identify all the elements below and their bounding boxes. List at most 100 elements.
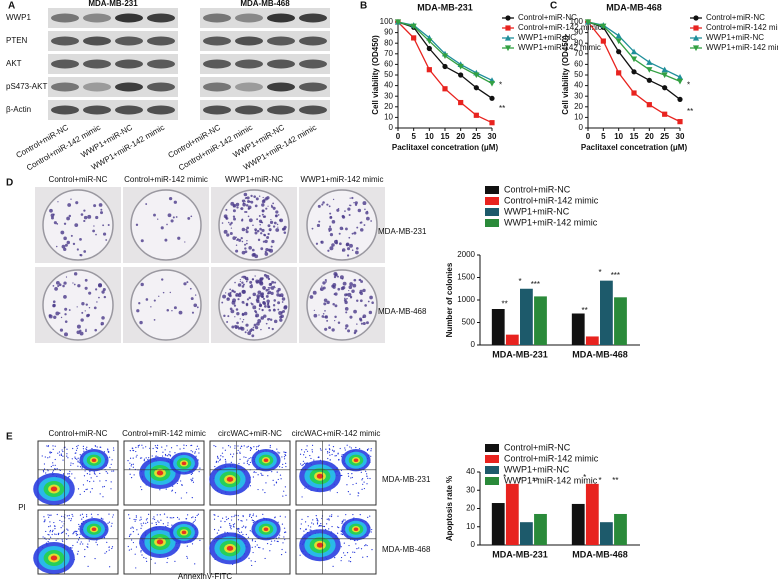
flow-dot [341, 454, 343, 456]
flow-dot [152, 518, 154, 520]
flow-dot [348, 544, 350, 547]
colony [222, 294, 227, 299]
colony [65, 276, 68, 278]
flow-dot [61, 539, 63, 541]
colony [281, 301, 284, 303]
flow-dot [231, 516, 233, 518]
flow-dot [190, 473, 192, 475]
colony [246, 298, 250, 301]
flow-dot [135, 456, 137, 458]
flow-dot [161, 446, 163, 448]
flow-dot [361, 488, 363, 491]
flow-dot [142, 447, 144, 449]
flow-dot [370, 448, 372, 450]
flow-dot [52, 445, 54, 447]
y-tick-label: 20 [574, 102, 583, 111]
flow-dot [269, 446, 271, 448]
colony [248, 246, 252, 250]
flow-dot [135, 519, 137, 521]
flow-dot [230, 519, 233, 521]
flow-dot [346, 552, 349, 554]
bar [585, 483, 599, 545]
flow-dot [366, 556, 368, 558]
flow-dot [245, 526, 247, 528]
flow-dot [131, 526, 133, 528]
flow-dot [282, 495, 284, 497]
flow-dot [171, 524, 173, 526]
flow-dot [225, 516, 227, 518]
flow-dot [171, 489, 174, 491]
flow-dot [316, 523, 319, 525]
flow-dot [135, 515, 137, 517]
flow-dot [198, 448, 200, 450]
flow-dot [248, 464, 250, 466]
flow-dot [328, 528, 330, 530]
colony [64, 320, 68, 323]
flow-dot [97, 513, 99, 516]
colony [255, 313, 260, 318]
flow-dot [61, 449, 63, 451]
flow-dot [73, 531, 75, 533]
flow-dot [358, 547, 360, 549]
flow-dot [283, 451, 285, 453]
flow-dot [96, 544, 98, 546]
flow-dot [139, 519, 141, 521]
flow-dot [369, 477, 371, 480]
flow-dot [305, 456, 307, 458]
colony [241, 289, 246, 294]
flow-dot [255, 448, 258, 450]
flow-dot [252, 476, 255, 478]
marker [693, 15, 699, 21]
colony [236, 238, 239, 241]
flow-dot [323, 525, 326, 528]
chart-title: MDA-MB-231 [417, 2, 473, 12]
colony [316, 223, 321, 228]
colony [268, 228, 272, 232]
flow-dot [154, 562, 156, 564]
colony [329, 233, 334, 237]
flow-dot [338, 526, 340, 529]
flow-dot [110, 525, 112, 527]
flow-dot [134, 520, 136, 522]
panel-label: A [8, 1, 15, 12]
blot-band [235, 13, 263, 23]
flow-dot [87, 543, 89, 545]
flow-dot [49, 521, 51, 523]
colony [266, 196, 270, 200]
flow-dot [333, 450, 335, 452]
flow-dot [335, 455, 337, 457]
colony [232, 209, 236, 213]
y-tick-label: 30 [574, 91, 583, 100]
colony [83, 219, 86, 223]
flow-dot [60, 453, 62, 455]
marker [505, 25, 511, 31]
colony [83, 209, 86, 212]
flow-dot [167, 455, 169, 457]
colony [348, 213, 351, 216]
blot-band [115, 59, 143, 69]
flow-dot [218, 529, 220, 531]
colony [257, 238, 261, 242]
blot-band [267, 59, 295, 69]
flow-dot [140, 551, 142, 553]
colony [260, 328, 262, 331]
colony [366, 210, 369, 213]
flow-dot [154, 445, 157, 447]
colony [191, 311, 195, 314]
flow-dot [67, 529, 69, 531]
flow-dot [79, 514, 82, 516]
colony [250, 194, 253, 198]
colony [63, 294, 67, 299]
colony [279, 315, 283, 319]
colony [233, 205, 235, 208]
flow-dot [220, 455, 222, 457]
y-tick-label: 2000 [457, 250, 475, 259]
flow-dot [279, 515, 281, 517]
colony [233, 290, 236, 294]
flow-dot [49, 536, 52, 538]
flow-dot [49, 531, 51, 533]
colony [324, 327, 328, 331]
significance: * [583, 473, 586, 482]
blot-band [299, 82, 327, 92]
flow-dot [102, 486, 104, 488]
